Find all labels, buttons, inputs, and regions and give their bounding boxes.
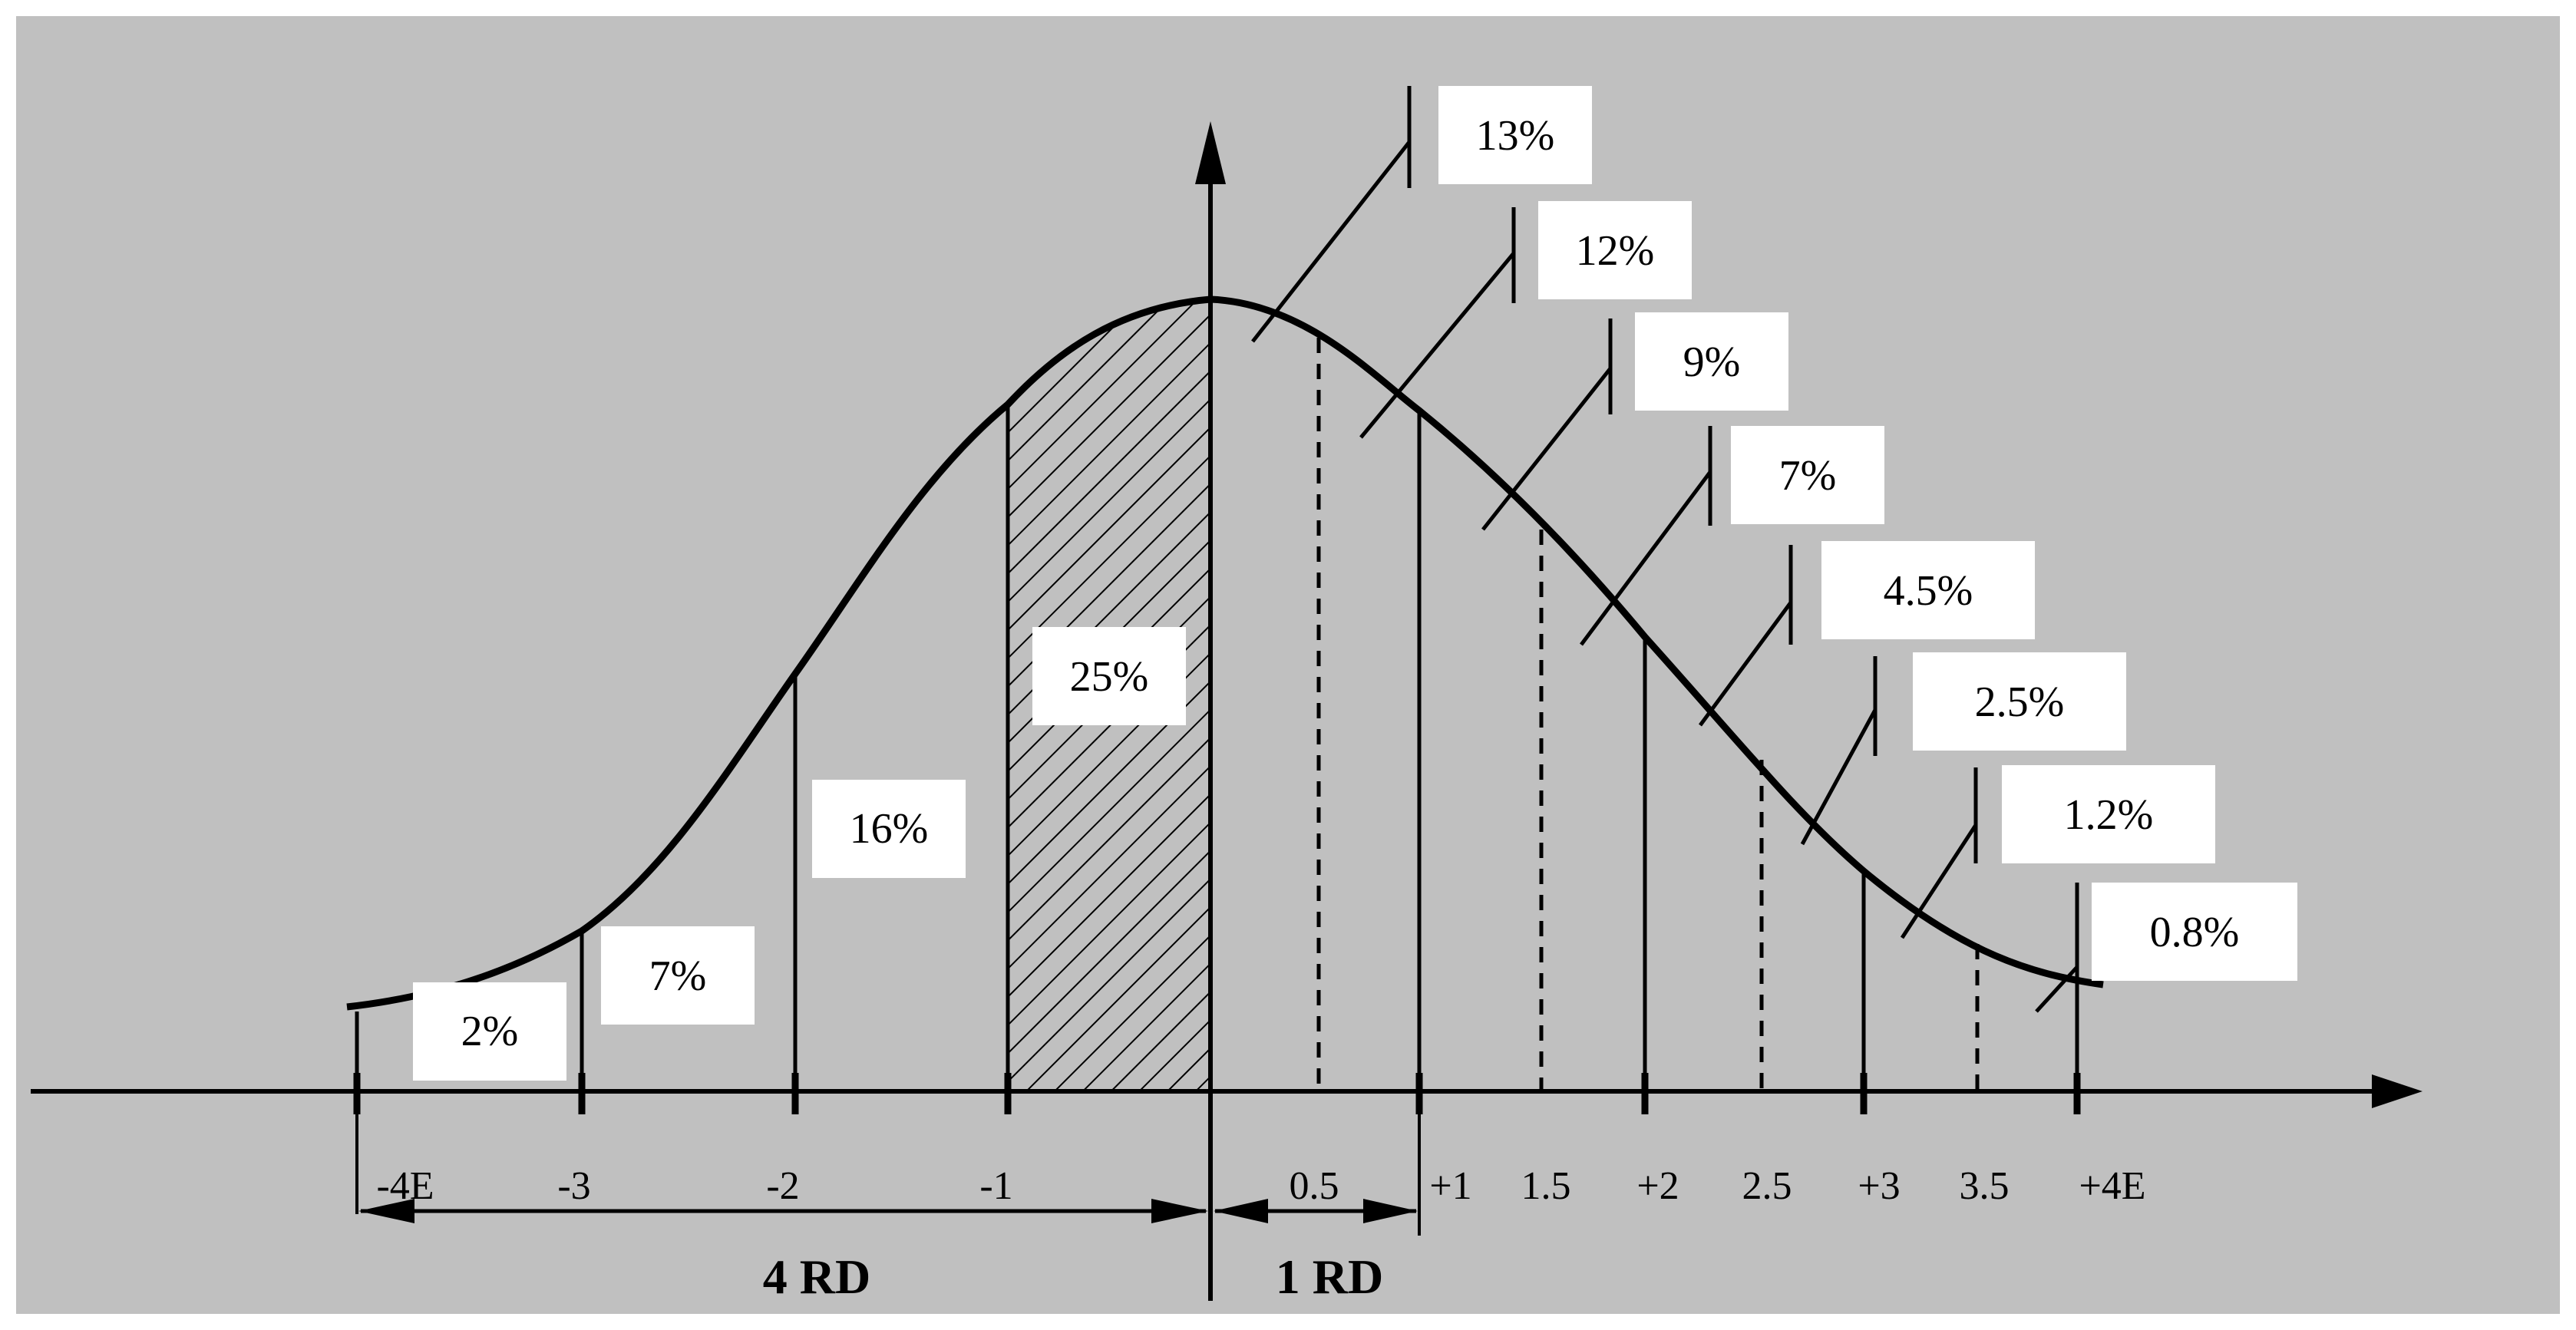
tick-label: 2.5 [1742, 1164, 1792, 1208]
leader-line-0-8 [2035, 965, 2079, 1013]
label-box [2092, 883, 2297, 981]
tick-label: +1 [1429, 1164, 1471, 1208]
label-box [1821, 541, 2035, 639]
bell-curve [346, 295, 2104, 1011]
span-1rd-arrowhead-right [1363, 1199, 1418, 1223]
leader-line-12 [1359, 252, 1515, 439]
label-12pct: 12% [1576, 227, 1655, 275]
tick-label: -2 [766, 1164, 799, 1208]
left-labels: 2% 7% 16% 25% [413, 627, 1186, 1081]
label-box [1032, 627, 1186, 725]
tick-label: -4E [376, 1164, 434, 1208]
tick-label: +2 [1636, 1164, 1679, 1208]
span-4rd-arrowhead-right [1151, 1199, 1208, 1223]
tick-labels: -4E -3 -2 -1 0.5 +1 1.5 +2 2.5 +3 3.5 +4… [376, 1164, 2145, 1208]
label-box [2002, 765, 2215, 863]
leader-line-4-5 [1698, 601, 1793, 727]
label-9pct: 9% [1683, 338, 1741, 386]
label-2-5pct: 2.5% [1975, 678, 2065, 726]
tick-marks [353, 1073, 2081, 1114]
label-box [1731, 426, 1884, 524]
label-box [812, 780, 966, 878]
leader-line-9 [1481, 367, 1612, 531]
span-label-1rd: 1 RD [1276, 1249, 1383, 1304]
tick-label: 3.5 [1960, 1164, 2010, 1208]
span-1rd-arrowhead-left [1214, 1199, 1268, 1223]
leader-line-1-2 [1900, 823, 1978, 939]
label-0-8pct: 0.8% [2150, 909, 2240, 956]
tick-label: -3 [557, 1164, 590, 1208]
diagram-background [16, 16, 2560, 1314]
label-box [1438, 86, 1592, 184]
tick-label: -1 [979, 1164, 1012, 1208]
y-axis-arrowhead [1195, 121, 1226, 184]
tick-label: +3 [1858, 1164, 1900, 1208]
tick-label: 0.5 [1290, 1164, 1339, 1208]
label-box [601, 926, 755, 1025]
label-7pct-right: 7% [1779, 452, 1837, 500]
span-label-4rd: 4 RD [763, 1249, 870, 1304]
label-7pct-left: 7% [649, 952, 707, 1000]
tick-label: +4E [2079, 1164, 2145, 1208]
right-leaders [1251, 86, 2079, 1013]
label-2pct: 2% [461, 1008, 519, 1055]
tick-label: 1.5 [1521, 1164, 1571, 1208]
x-axis-arrowhead [2372, 1074, 2422, 1108]
label-13pct: 13% [1476, 112, 1555, 160]
label-4-5pct: 4.5% [1884, 567, 1973, 615]
label-box [1538, 201, 1692, 299]
label-box [1635, 312, 1788, 411]
label-16pct: 16% [850, 805, 929, 853]
label-box [1913, 652, 2126, 751]
label-box [413, 982, 566, 1081]
label-1-2pct: 1.2% [2064, 791, 2154, 839]
leader-line-2-5 [1800, 708, 1878, 846]
leader-line-7 [1579, 470, 1712, 646]
leader-line-13 [1251, 140, 1411, 343]
label-25pct: 25% [1070, 653, 1149, 701]
right-labels: 13% 12% 9% 7% 4.5% 2.5% 1.2% 0.8% [1438, 86, 2297, 981]
span-4rd-arrowhead-left [358, 1199, 414, 1223]
